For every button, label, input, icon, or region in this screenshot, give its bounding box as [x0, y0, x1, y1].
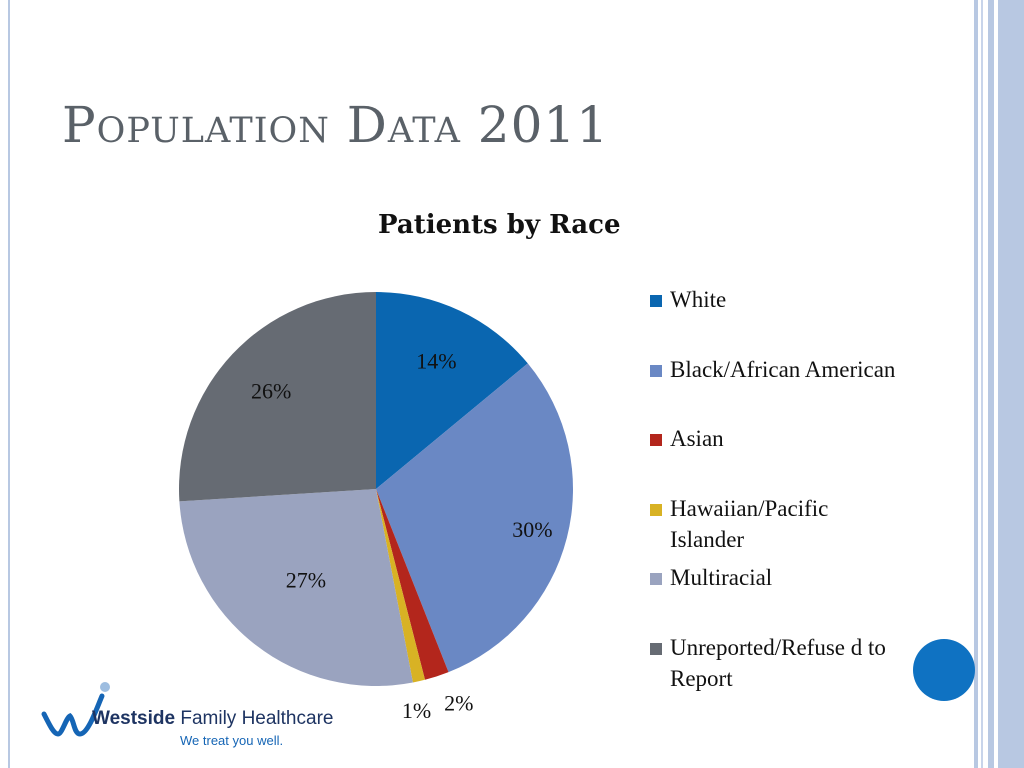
data-label-asian: 2%	[444, 691, 473, 716]
logo-name: Westside Family Healthcare	[92, 708, 333, 730]
legend-label-hawaiian-pacific-islander: Hawaiian/Pacific Islander	[670, 496, 829, 552]
legend-swatch-white	[650, 295, 662, 307]
pie-slice-hawaiian-pacific-islander	[376, 489, 425, 683]
pie-slice-multiracial	[179, 489, 413, 686]
logo-w-mark-icon	[41, 682, 110, 737]
pie-slice-black-african-american	[376, 363, 573, 673]
logo-name-bold: Westside	[92, 708, 176, 729]
legend-item-unreported: Unreported/Refuse d to Report	[650, 632, 896, 694]
chart-title: Patients by Race	[378, 210, 621, 240]
legend-label-black-african-american: Black/African American	[670, 357, 896, 382]
legend-item-multiracial: Multiracial	[650, 562, 898, 593]
pie-slice-unreported-refused-to-report	[179, 292, 376, 502]
slide-left-border	[0, 0, 10, 768]
legend-label-white: White	[670, 287, 727, 312]
legend-label-asian: Asian	[670, 426, 724, 451]
legend-swatch-asian	[650, 434, 662, 446]
pie-slice-white	[376, 292, 528, 489]
legend-item-white: White	[650, 284, 898, 315]
slide-right-border	[974, 0, 1024, 768]
legend-label-unreported: Unreported/Refuse d to Report	[670, 635, 886, 691]
logo-name-rest: Family Healthcare	[180, 708, 334, 729]
data-label-black-african-american: 30%	[512, 517, 552, 542]
data-label-hawaiian-pacific-islander: 1%	[402, 698, 431, 723]
accent-circle	[913, 639, 975, 701]
legend-label-multiracial: Multiracial	[670, 565, 773, 590]
legend-item-black-african-american: Black/African American	[650, 354, 898, 385]
westside-logo: Westside Family Healthcare We treat you …	[40, 680, 333, 750]
legend-swatch-hawaiian-pacific-islander	[650, 504, 662, 516]
logo-tagline: We treat you well.	[180, 733, 284, 748]
data-label-multiracial: 27%	[286, 567, 326, 592]
data-label-unreported-refused-to-report: 26%	[251, 379, 291, 404]
pie-slice-asian	[376, 489, 449, 680]
slide-title: Population Data 2011	[62, 96, 610, 154]
legend-swatch-multiracial	[650, 573, 662, 585]
legend-swatch-unreported	[650, 643, 662, 655]
legend-item-asian: Asian	[650, 423, 898, 454]
legend-item-hawaiian-pacific-islander: Hawaiian/Pacific Islander	[650, 493, 898, 555]
legend-swatch-black-african-american	[650, 365, 662, 377]
data-label-white: 14%	[416, 349, 456, 374]
